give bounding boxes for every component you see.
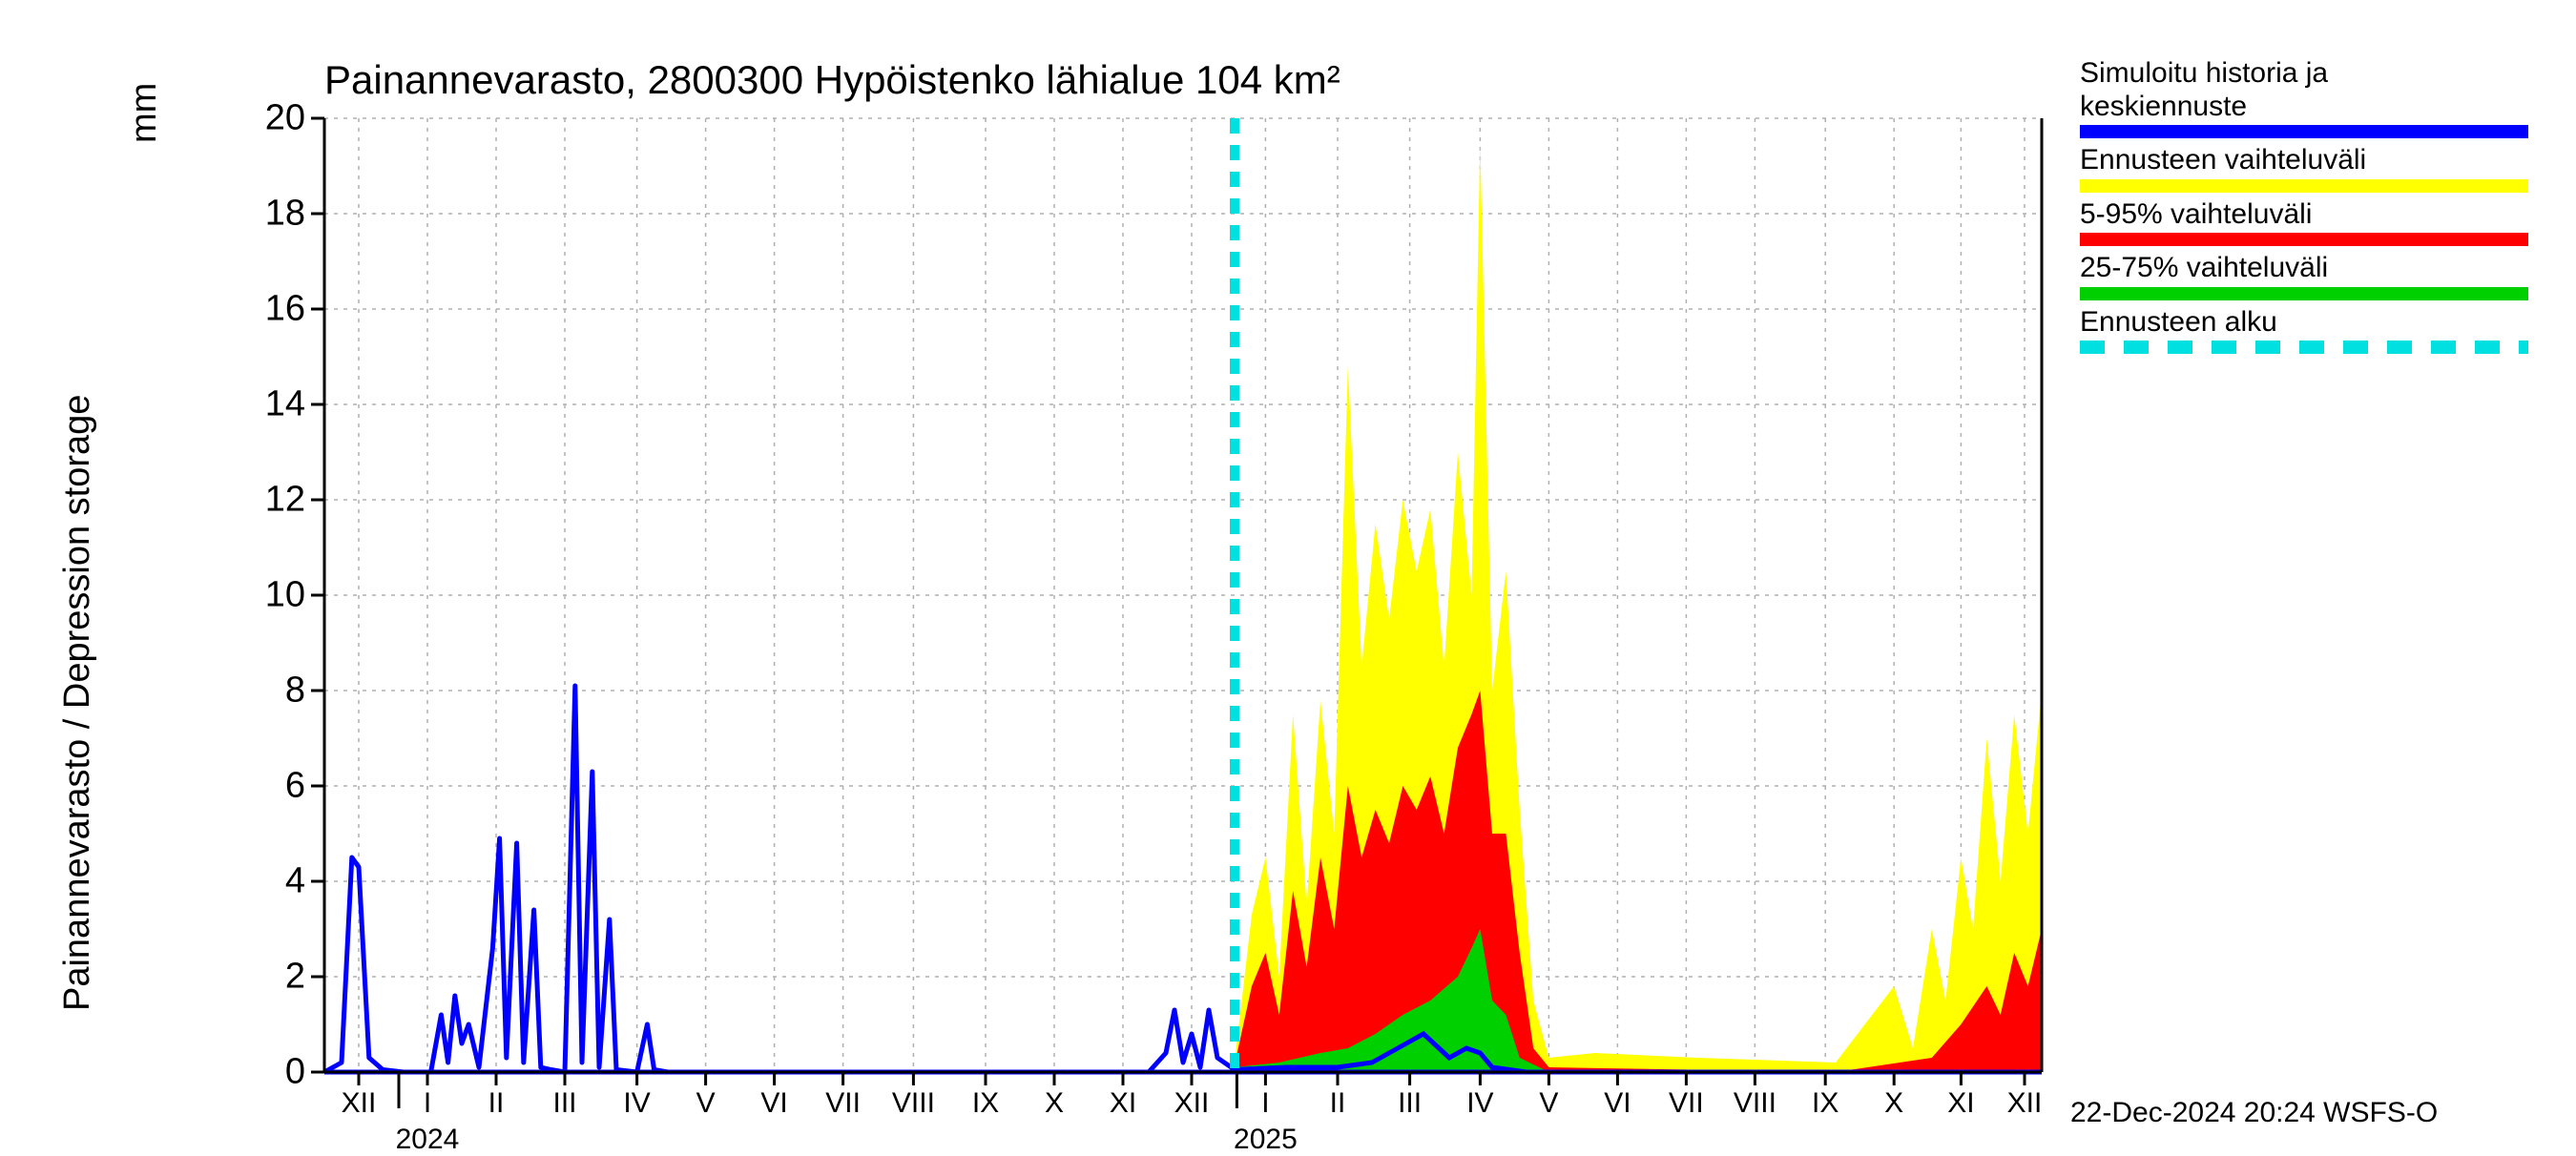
legend-label: Ennusteen vaihteluväli <box>2080 144 2528 177</box>
y-tick-label: 8 <box>248 671 305 712</box>
legend-swatch <box>2080 341 2528 354</box>
legend-label: Simuloitu historia ja <box>2080 57 2528 91</box>
y-tick-label: 12 <box>248 480 305 521</box>
x-month-label: VII <box>1669 1087 1704 1120</box>
y-tick-label: 10 <box>248 575 305 616</box>
legend-swatch <box>2080 179 2528 193</box>
x-month-label: II <box>488 1087 505 1120</box>
legend-item: Ennusteen alku <box>2080 306 2528 355</box>
x-month-label: X <box>1884 1087 1903 1120</box>
y-tick-label: 20 <box>248 98 305 139</box>
x-month-label: VI <box>760 1087 787 1120</box>
legend-label: 5-95% vaihteluväli <box>2080 198 2528 232</box>
x-month-label: IV <box>623 1087 650 1120</box>
legend-label: Ennusteen alku <box>2080 306 2528 340</box>
y-tick-label: 14 <box>248 384 305 425</box>
x-month-label: X <box>1045 1087 1064 1120</box>
legend-item: Simuloitu historia jakeskiennuste <box>2080 57 2528 138</box>
x-month-label: XI <box>1110 1087 1136 1120</box>
legend-swatch <box>2080 287 2528 300</box>
y-tick-label: 6 <box>248 766 305 807</box>
legend: Simuloitu historia jakeskiennuste Ennuste… <box>2080 57 2528 360</box>
y-tick-label: 4 <box>248 861 305 902</box>
x-month-label: VIII <box>892 1087 935 1120</box>
x-year-label: 2025 <box>1234 1124 1298 1156</box>
x-month-label: VI <box>1604 1087 1631 1120</box>
x-year-label: 2024 <box>396 1124 460 1156</box>
legend-item: Ennusteen vaihteluväli <box>2080 144 2528 193</box>
footer-timestamp: 22-Dec-2024 20:24 WSFS-O <box>2070 1097 2438 1129</box>
x-month-label: I <box>1261 1087 1269 1120</box>
chart-container: Painannevarasto, 2800300 Hypöistenko läh… <box>0 0 2576 1145</box>
y-tick-label: 16 <box>248 289 305 330</box>
legend-item: 5-95% vaihteluväli <box>2080 198 2528 247</box>
x-month-label: I <box>424 1087 431 1120</box>
x-month-label: XII <box>2007 1087 2043 1120</box>
x-month-label: VII <box>825 1087 861 1120</box>
legend-label: 25-75% vaihteluväli <box>2080 252 2528 285</box>
x-month-label: XI <box>1947 1087 1974 1120</box>
y-tick-label: 0 <box>248 1052 305 1093</box>
x-month-label: IX <box>1812 1087 1839 1120</box>
x-month-label: VIII <box>1734 1087 1776 1120</box>
legend-swatch <box>2080 233 2528 246</box>
x-month-label: IX <box>972 1087 999 1120</box>
x-month-label: II <box>1330 1087 1346 1120</box>
x-month-label: XII <box>1174 1087 1210 1120</box>
x-month-label: IV <box>1466 1087 1493 1120</box>
x-month-label: III <box>1398 1087 1422 1120</box>
legend-item: 25-75% vaihteluväli <box>2080 252 2528 300</box>
legend-label: keskiennuste <box>2080 91 2528 124</box>
y-tick-label: 2 <box>248 957 305 998</box>
x-month-label: III <box>552 1087 576 1120</box>
legend-swatch <box>2080 125 2528 138</box>
x-month-label: V <box>1539 1087 1558 1120</box>
x-month-label: XII <box>342 1087 377 1120</box>
y-tick-label: 18 <box>248 194 305 235</box>
x-month-label: V <box>696 1087 716 1120</box>
